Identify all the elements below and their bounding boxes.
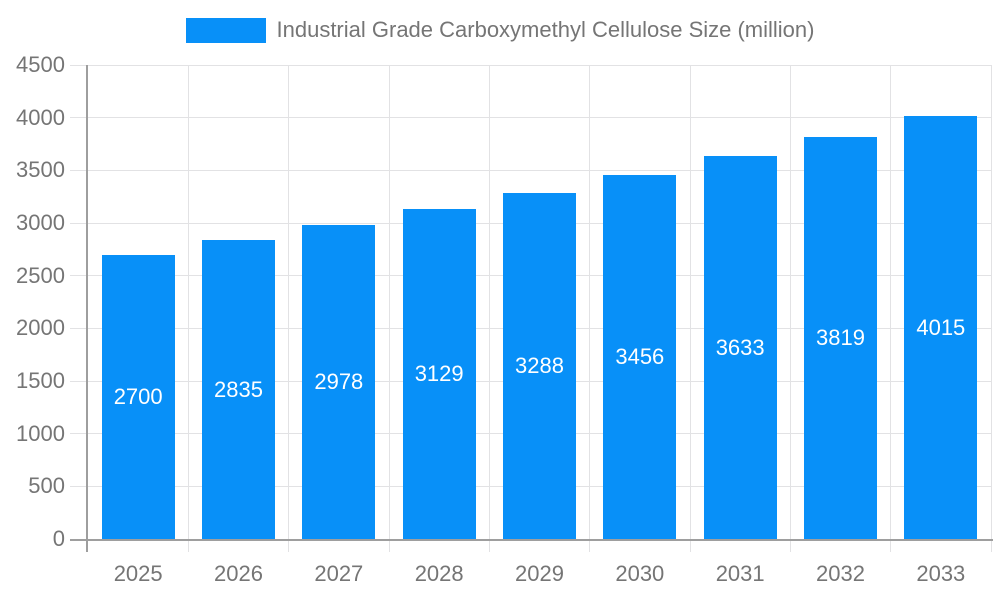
x-axis-label-2028: 2028 [414, 561, 464, 586]
x-gridline [187, 65, 189, 552]
x-axis-label-2025: 2025 [113, 561, 163, 586]
y-gridline [70, 64, 991, 66]
y-axis-label: 3000 [16, 210, 65, 235]
x-axis-line [70, 539, 993, 541]
y-axis-label: 500 [28, 473, 65, 499]
bar-value-2027: 2978 [314, 369, 364, 395]
bar-2028[interactable] [402, 209, 476, 539]
bar-2029[interactable] [503, 192, 576, 539]
x-gridline [589, 65, 591, 552]
bar-2033[interactable] [904, 116, 978, 539]
x-axis-label-2027: 2027 [314, 561, 364, 586]
bar-value-2026: 2835 [214, 376, 263, 402]
bar-2031[interactable] [703, 156, 777, 539]
x-gridline [789, 65, 791, 552]
x-gridline [388, 65, 390, 552]
bar-2032[interactable] [804, 136, 877, 539]
x-gridline [890, 65, 892, 552]
bar-value-2030: 3456 [615, 343, 665, 369]
y-axis-label: 3500 [16, 157, 65, 183]
x-axis-label-2026: 2026 [214, 561, 263, 586]
y-axis-label: 1500 [16, 368, 65, 393]
y-gridline [70, 117, 991, 119]
bar-2027[interactable] [302, 225, 376, 539]
x-gridline [288, 65, 290, 552]
x-axis-label-2032: 2032 [816, 561, 865, 586]
bar-value-2025: 2700 [113, 383, 163, 409]
y-axis-label: 1000 [16, 420, 65, 446]
y-axis-label: 2500 [16, 262, 65, 288]
bar-value-2032: 3819 [816, 324, 865, 350]
x-axis-label-2030: 2030 [615, 561, 665, 586]
legend-swatch [185, 17, 266, 43]
y-axis-label: 2000 [16, 315, 65, 341]
x-axis-label-2033: 2033 [916, 561, 966, 586]
bar-value-2028: 3129 [414, 361, 464, 387]
x-gridline [689, 65, 691, 552]
bar-2025[interactable] [101, 254, 175, 539]
x-axis-label-2031: 2031 [715, 561, 765, 586]
bar-2026[interactable] [202, 240, 275, 539]
bar-2030[interactable] [603, 174, 677, 539]
bar-value-2033: 4015 [916, 314, 966, 340]
x-gridline [990, 65, 992, 552]
x-axis-label-2029: 2029 [515, 561, 564, 586]
y-axis-label: 4500 [16, 52, 65, 77]
x-gridline [488, 65, 490, 552]
y-axis-line [86, 65, 88, 552]
bar-value-2031: 3633 [715, 334, 765, 360]
chart-legend[interactable]: Industrial Grade Carboxymethyl Cellulose… [0, 14, 1000, 46]
y-gridline [70, 169, 991, 171]
legend-label: Industrial Grade Carboxymethyl Cellulose… [276, 17, 815, 42]
y-axis-label: 4000 [16, 104, 65, 130]
bar-value-2029: 3288 [515, 352, 564, 378]
y-axis-label: 0 [52, 526, 65, 551]
